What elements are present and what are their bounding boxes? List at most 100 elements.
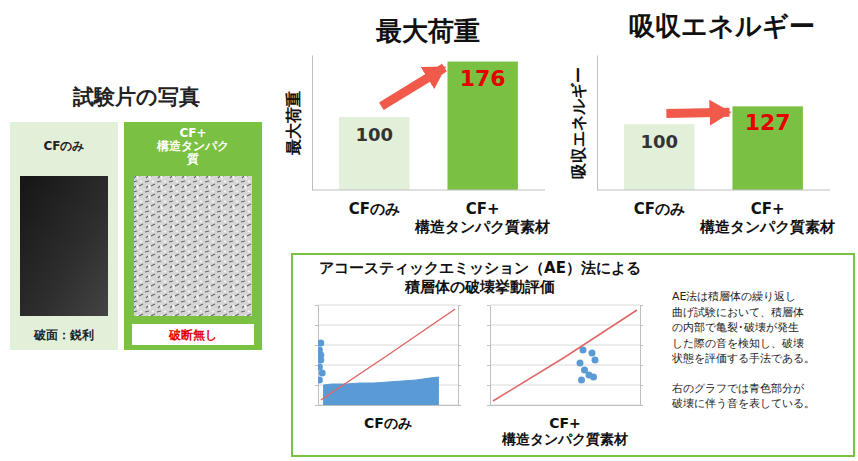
grid-line [318,345,458,346]
tick: CFのみ [634,200,685,218]
grid-line [490,325,640,326]
data-label: 100 [356,124,394,145]
plot-area [493,310,637,401]
bars [339,62,518,190]
tick [315,365,318,366]
axis-line [491,405,641,406]
text-line: の内部で亀裂･破壊が発生 [672,321,799,334]
tick [640,345,643,346]
bars [624,106,803,190]
text-line: CF+ [179,126,206,140]
x-axis [491,405,641,406]
text-line: 破壊に伴う音を表している。 [671,397,815,410]
axis-line [597,190,830,191]
text-line: 構造タンパク質素材 [501,431,628,447]
ae-chart: CFのみ [315,305,461,431]
tick-mark [640,345,643,346]
text-line: CFのみ [364,415,412,431]
text-line: CF+ [466,200,500,218]
bar [447,62,517,190]
text-line: AE法は積層体の繰り返し [672,290,796,303]
text-line: CFのみ [349,200,400,218]
ae-description: AE法は積層体の繰り返し曲げ試験において、積層体の内部で亀裂･破壊が発生した際の… [671,290,815,365]
tick [487,405,490,406]
tick-label: CFのみ [349,200,400,218]
point [318,364,323,371]
y2-axis [458,306,461,406]
chart-title: CF+構造タンパク質素材 [501,415,628,447]
trend-arrow [381,68,444,107]
ae-panel: アコースティックエミッション（AE）法による積層体の破壊挙動評価 AE法は積層体の… [292,254,854,456]
grid-line [490,405,640,406]
text-line: した際の音を検知し、破壊 [672,337,804,350]
ae-title: アコースティックエミッション（AE）法による積層体の破壊挙動評価 [319,259,641,296]
grid-line [490,365,640,366]
tick [458,345,461,346]
y-axis [597,56,598,191]
grid-line [490,385,640,386]
tick-mark [640,385,643,386]
text-line: 構造タンパク質素材 [699,218,835,236]
y-axis [315,306,319,406]
bar-chart: 吸収エネルギー吸収エネルギーCFのみCF+構造タンパク質素材100127 [569,11,836,236]
axis-line [312,56,313,191]
grid-line [490,345,640,346]
text-line: CF+ [751,200,785,218]
tick-mark [487,325,490,326]
tick [487,345,490,346]
tick-mark [640,305,643,306]
bar [624,124,694,190]
trend-arrow [666,112,729,113]
tick: CFのみ [349,200,400,218]
axis-line [319,405,459,406]
plot-area [318,309,455,405]
tick [640,305,643,306]
y-axis [487,306,491,406]
data-label: 100 [641,131,679,152]
note-background [132,324,254,345]
tick-mark [315,305,318,306]
tick-mark [458,305,461,306]
slide: 試験片の写真CFのみ破面：鋭利CF+構造タンパク質破断無しアコースティックエミッ… [0,0,858,461]
tick-mark [315,345,318,346]
tick-mark [487,385,490,386]
point [592,357,599,364]
tick [487,325,490,326]
tick [315,405,318,406]
tick-mark [315,385,318,386]
data-label: 127 [745,110,791,135]
tick [458,305,461,306]
specimen-box [124,122,262,350]
tick [640,325,643,326]
text-line: アコースティックエミッション（AE）法による [319,259,641,277]
tick-mark [487,305,490,306]
point [318,377,323,384]
tick [487,385,490,386]
specimen-note: 破面：鋭利 [33,328,94,342]
point [578,377,585,384]
grid-line [318,305,458,306]
tick-mark [458,385,461,386]
tick-mark [640,325,643,326]
bar-chart: 最大荷重最大荷重CFのみCF+構造タンパク質素材100176 [284,16,551,236]
tick-label: CF+構造タンパク質素材 [699,200,835,236]
x-axis: CFのみ CF+構造タンパク質素材 [312,190,550,236]
tick-label: CF+構造タンパク質素材 [414,200,550,236]
axis-title: 最大荷重 [284,91,303,156]
specimen-panel: 試験片の写真CFのみ破面：鋭利CF+構造タンパク質破断無し [10,85,262,350]
axis-title: 吸収エネルギー [569,67,588,179]
point [577,360,584,367]
specimen-photo [134,176,252,316]
specimen-label: CF+構造タンパク質 [156,126,229,166]
point [318,352,324,359]
tick [458,365,461,366]
ae-chart: CF+構造タンパク質素材 [487,305,643,447]
tick [315,345,318,346]
text-line: 積層体の破壊挙動評価 [404,278,555,296]
ae-frame [292,254,854,456]
page: 試験片の写真CFのみ破面：鋭利CF+構造タンパク質破断無しアコースティックエミッ… [0,0,858,461]
ae-description: 右のグラフでは青色部分が破壊に伴う音を表している。 [671,382,815,411]
text-line: 構造タンパク質素材 [414,218,550,236]
specimen-note: 破断無し [168,328,217,342]
text-line: 右のグラフでは青色部分が [672,382,805,395]
